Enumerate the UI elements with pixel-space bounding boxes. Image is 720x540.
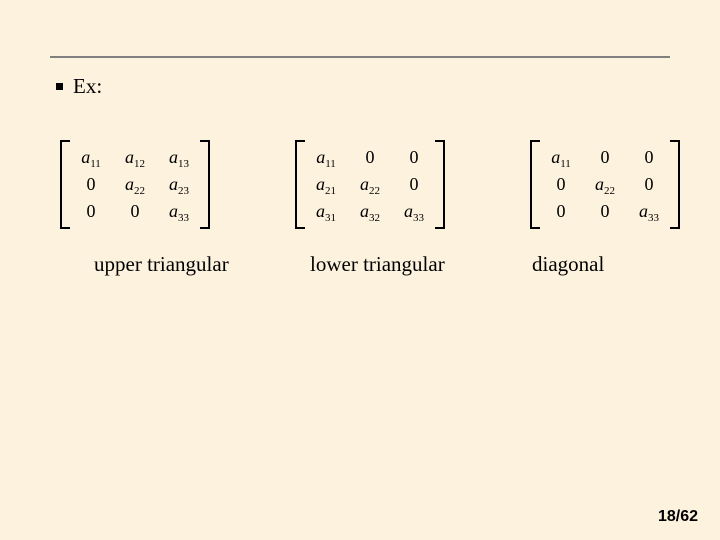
matrix-row: a11 00 [544,144,666,171]
matrix-cell: 0 [544,198,578,225]
matrix-diagonal: a11000a22000a33 [530,140,680,229]
matrix-cell: 0 [544,171,578,198]
matrix-body: a11a12a130a22a2300a33 [70,140,200,229]
matrix-row: 0 a22 a23 [74,171,196,198]
matrix-cell: 0 [588,144,622,171]
bracket-left-icon [295,140,305,229]
matrix-row: a21 a22 0 [309,171,431,198]
matrix-cell: a23 [162,171,196,198]
matrix-cell: 0 [632,144,666,171]
matrix-cell: 0 [397,144,431,171]
matrix-cell: a33 [632,198,666,225]
matrix-cell: a12 [118,144,152,171]
matrix-upper: a11a12a130a22a2300a33 [60,140,210,229]
matrix-body: a11000a22000a33 [540,140,670,229]
bracket-right-icon [670,140,680,229]
matrix-cell: a22 [588,171,622,198]
matrix-cell: 0 [397,171,431,198]
bullet-row: Ex: [56,74,102,99]
matrix-row: 0 a22 0 [544,171,666,198]
matrix-cell: a33 [162,198,196,225]
bracket-left-icon [60,140,70,229]
label-diagonal: diagonal [532,252,604,277]
matrix-cell: 0 [118,198,152,225]
bullet-icon [56,83,63,90]
matrix-cell: a11 [74,144,108,171]
divider [50,56,670,58]
matrix-cell: 0 [74,198,108,225]
matrix-row: 00 a33 [74,198,196,225]
matrix-row: 00 a33 [544,198,666,225]
matrix-row: a31 a32 a33 [309,198,431,225]
bracket-right-icon [435,140,445,229]
matrix-body: a1100a21a220a31a32a33 [305,140,435,229]
page-number: 18/62 [658,508,698,526]
matrix-cell: a31 [309,198,343,225]
matrix-cell: 0 [632,171,666,198]
label-upper: upper triangular [94,252,229,277]
matrix-cell: 0 [353,144,387,171]
matrix-cell: a33 [397,198,431,225]
matrix-cell: a13 [162,144,196,171]
matrix-cell: a11 [544,144,578,171]
matrix-row: a11 a12 a13 [74,144,196,171]
example-label: Ex: [73,74,102,99]
slide: Ex: a11a12a130a22a2300a33 a1100a21a220a3… [0,0,720,540]
label-lower: lower triangular [310,252,445,277]
matrix-cell: a21 [309,171,343,198]
matrix-lower: a1100a21a220a31a32a33 [295,140,445,229]
matrix-cell: a11 [309,144,343,171]
bracket-left-icon [530,140,540,229]
matrix-cell: 0 [588,198,622,225]
matrix-row: a11 00 [309,144,431,171]
matrix-cell: a22 [353,171,387,198]
matrix-cell: 0 [74,171,108,198]
bracket-right-icon [200,140,210,229]
matrices-row: a11a12a130a22a2300a33 a1100a21a220a31a32… [60,140,680,229]
matrix-cell: a22 [118,171,152,198]
matrix-cell: a32 [353,198,387,225]
